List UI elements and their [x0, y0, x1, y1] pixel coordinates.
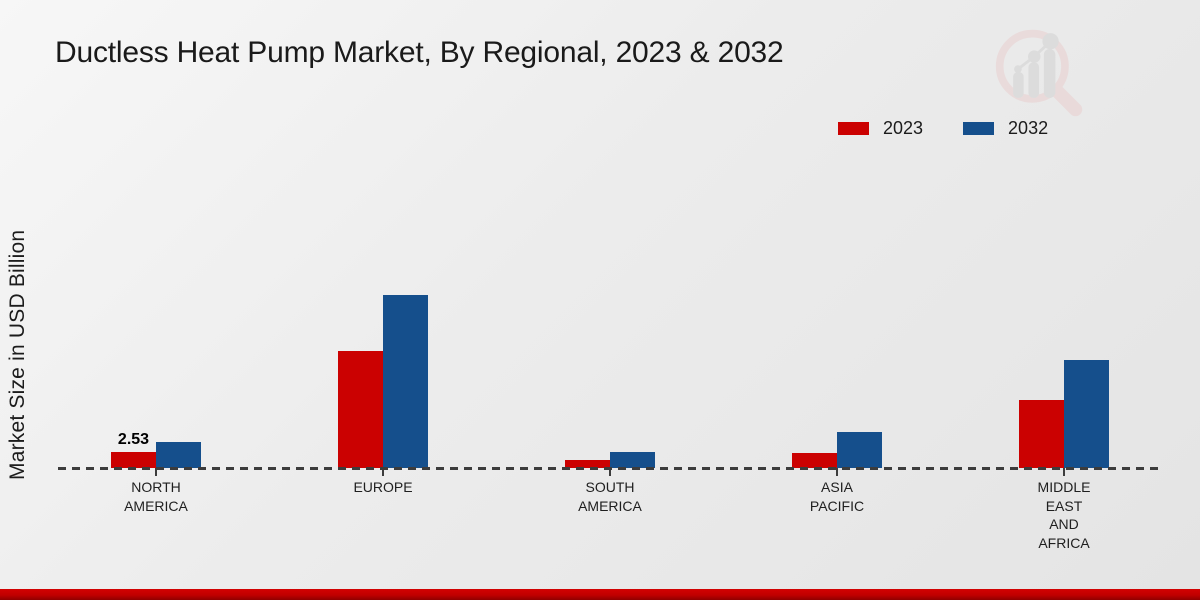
x-axis-label-europe: EUROPE [353, 479, 413, 495]
bar-middle-east-and-africa-2032 [1064, 360, 1109, 468]
bar-north-america-2023 [111, 452, 156, 468]
x-axis-label-middle-east-and-africa: MIDDLE EAST AND AFRICA [1037, 479, 1091, 551]
legend: 2023 2032 [838, 119, 1048, 137]
zero-gridline [58, 467, 1158, 470]
bar-north-america-2032 [156, 442, 201, 468]
brand-logo-watermark [995, 29, 1083, 117]
bar-asia-pacific-2032 [837, 432, 882, 468]
legend-swatch-2023 [838, 121, 869, 135]
x-axis-tick-north-america [155, 468, 157, 476]
x-axis-label-asia-pacific: ASIA PACIFIC [809, 479, 865, 514]
bar-asia-pacific-2023 [792, 453, 837, 468]
legend-label-2032: 2032 [1008, 118, 1049, 138]
chart-title: Ductless Heat Pump Market, By Regional, … [55, 36, 784, 69]
legend-item-2032: 2032 [963, 119, 1048, 137]
data-label-north-america-2023: 2.53 [117, 431, 150, 448]
x-axis-tick-europe [382, 468, 384, 476]
legend-label-2023: 2023 [883, 118, 924, 138]
x-axis-tick-south-america [609, 468, 611, 476]
legend-swatch-2032 [963, 121, 995, 135]
x-axis-label-south-america: SOUTH AMERICA [578, 479, 642, 514]
bar-middle-east-and-africa-2023 [1019, 400, 1064, 468]
x-axis-tick-asia-pacific [836, 468, 838, 476]
bar-south-america-2023 [565, 460, 610, 468]
x-axis-label-north-america: NORTH AMERICA [124, 479, 188, 514]
magnifier-icon [995, 29, 1083, 117]
bar-europe-2023 [338, 351, 383, 468]
bar-south-america-2032 [610, 452, 655, 468]
footer-accent-bar [0, 589, 1200, 600]
bar-chart-icon [1013, 33, 1059, 98]
bar-europe-2032 [383, 295, 428, 468]
x-axis-tick-middle-east-and-africa [1063, 468, 1065, 476]
legend-item-2023: 2023 [838, 119, 923, 137]
